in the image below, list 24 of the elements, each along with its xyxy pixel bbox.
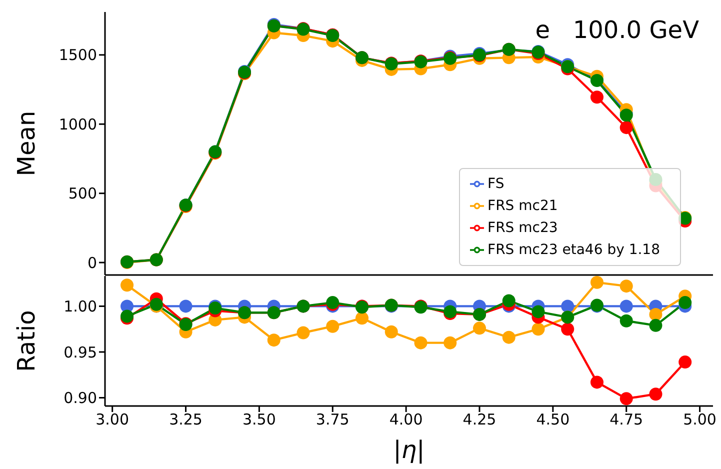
x-tick-label: 3.75 (316, 410, 350, 429)
x-tick-label: 4.75 (610, 410, 644, 429)
legend-label: FRS mc21 (488, 198, 558, 214)
chart-title: e 100.0 GeV (535, 16, 699, 44)
legend-label: FRS mc23 (488, 220, 558, 236)
y-tick-label: 0.90 (64, 389, 97, 408)
y-axis-title: Ratio (12, 310, 41, 372)
y-tick-label: 0 (87, 254, 97, 272)
x-tick-label: 5.00 (683, 410, 716, 429)
y-axis-title: Mean (12, 110, 41, 176)
legend-label: FS (488, 176, 504, 192)
x-tick-label: 4.00 (389, 410, 423, 429)
y-tick-label: 1000 (58, 115, 97, 134)
x-tick-label: 3.25 (169, 410, 202, 429)
legend-label: FRS mc23 eta46 by 1.18 (488, 242, 660, 258)
y-tick-label: 0.95 (64, 343, 97, 362)
x-tick-label: 4.25 (462, 410, 496, 429)
x-tick-label: 3.00 (96, 410, 130, 429)
x-axis-title: |η| (393, 436, 425, 464)
x-tick-label: 4.50 (536, 410, 570, 429)
y-tick-label: 1500 (58, 46, 97, 64)
y-tick-label: 500 (68, 184, 97, 203)
x-tick-label: 3.50 (242, 410, 276, 429)
y-tick-label: 1.00 (64, 298, 97, 316)
